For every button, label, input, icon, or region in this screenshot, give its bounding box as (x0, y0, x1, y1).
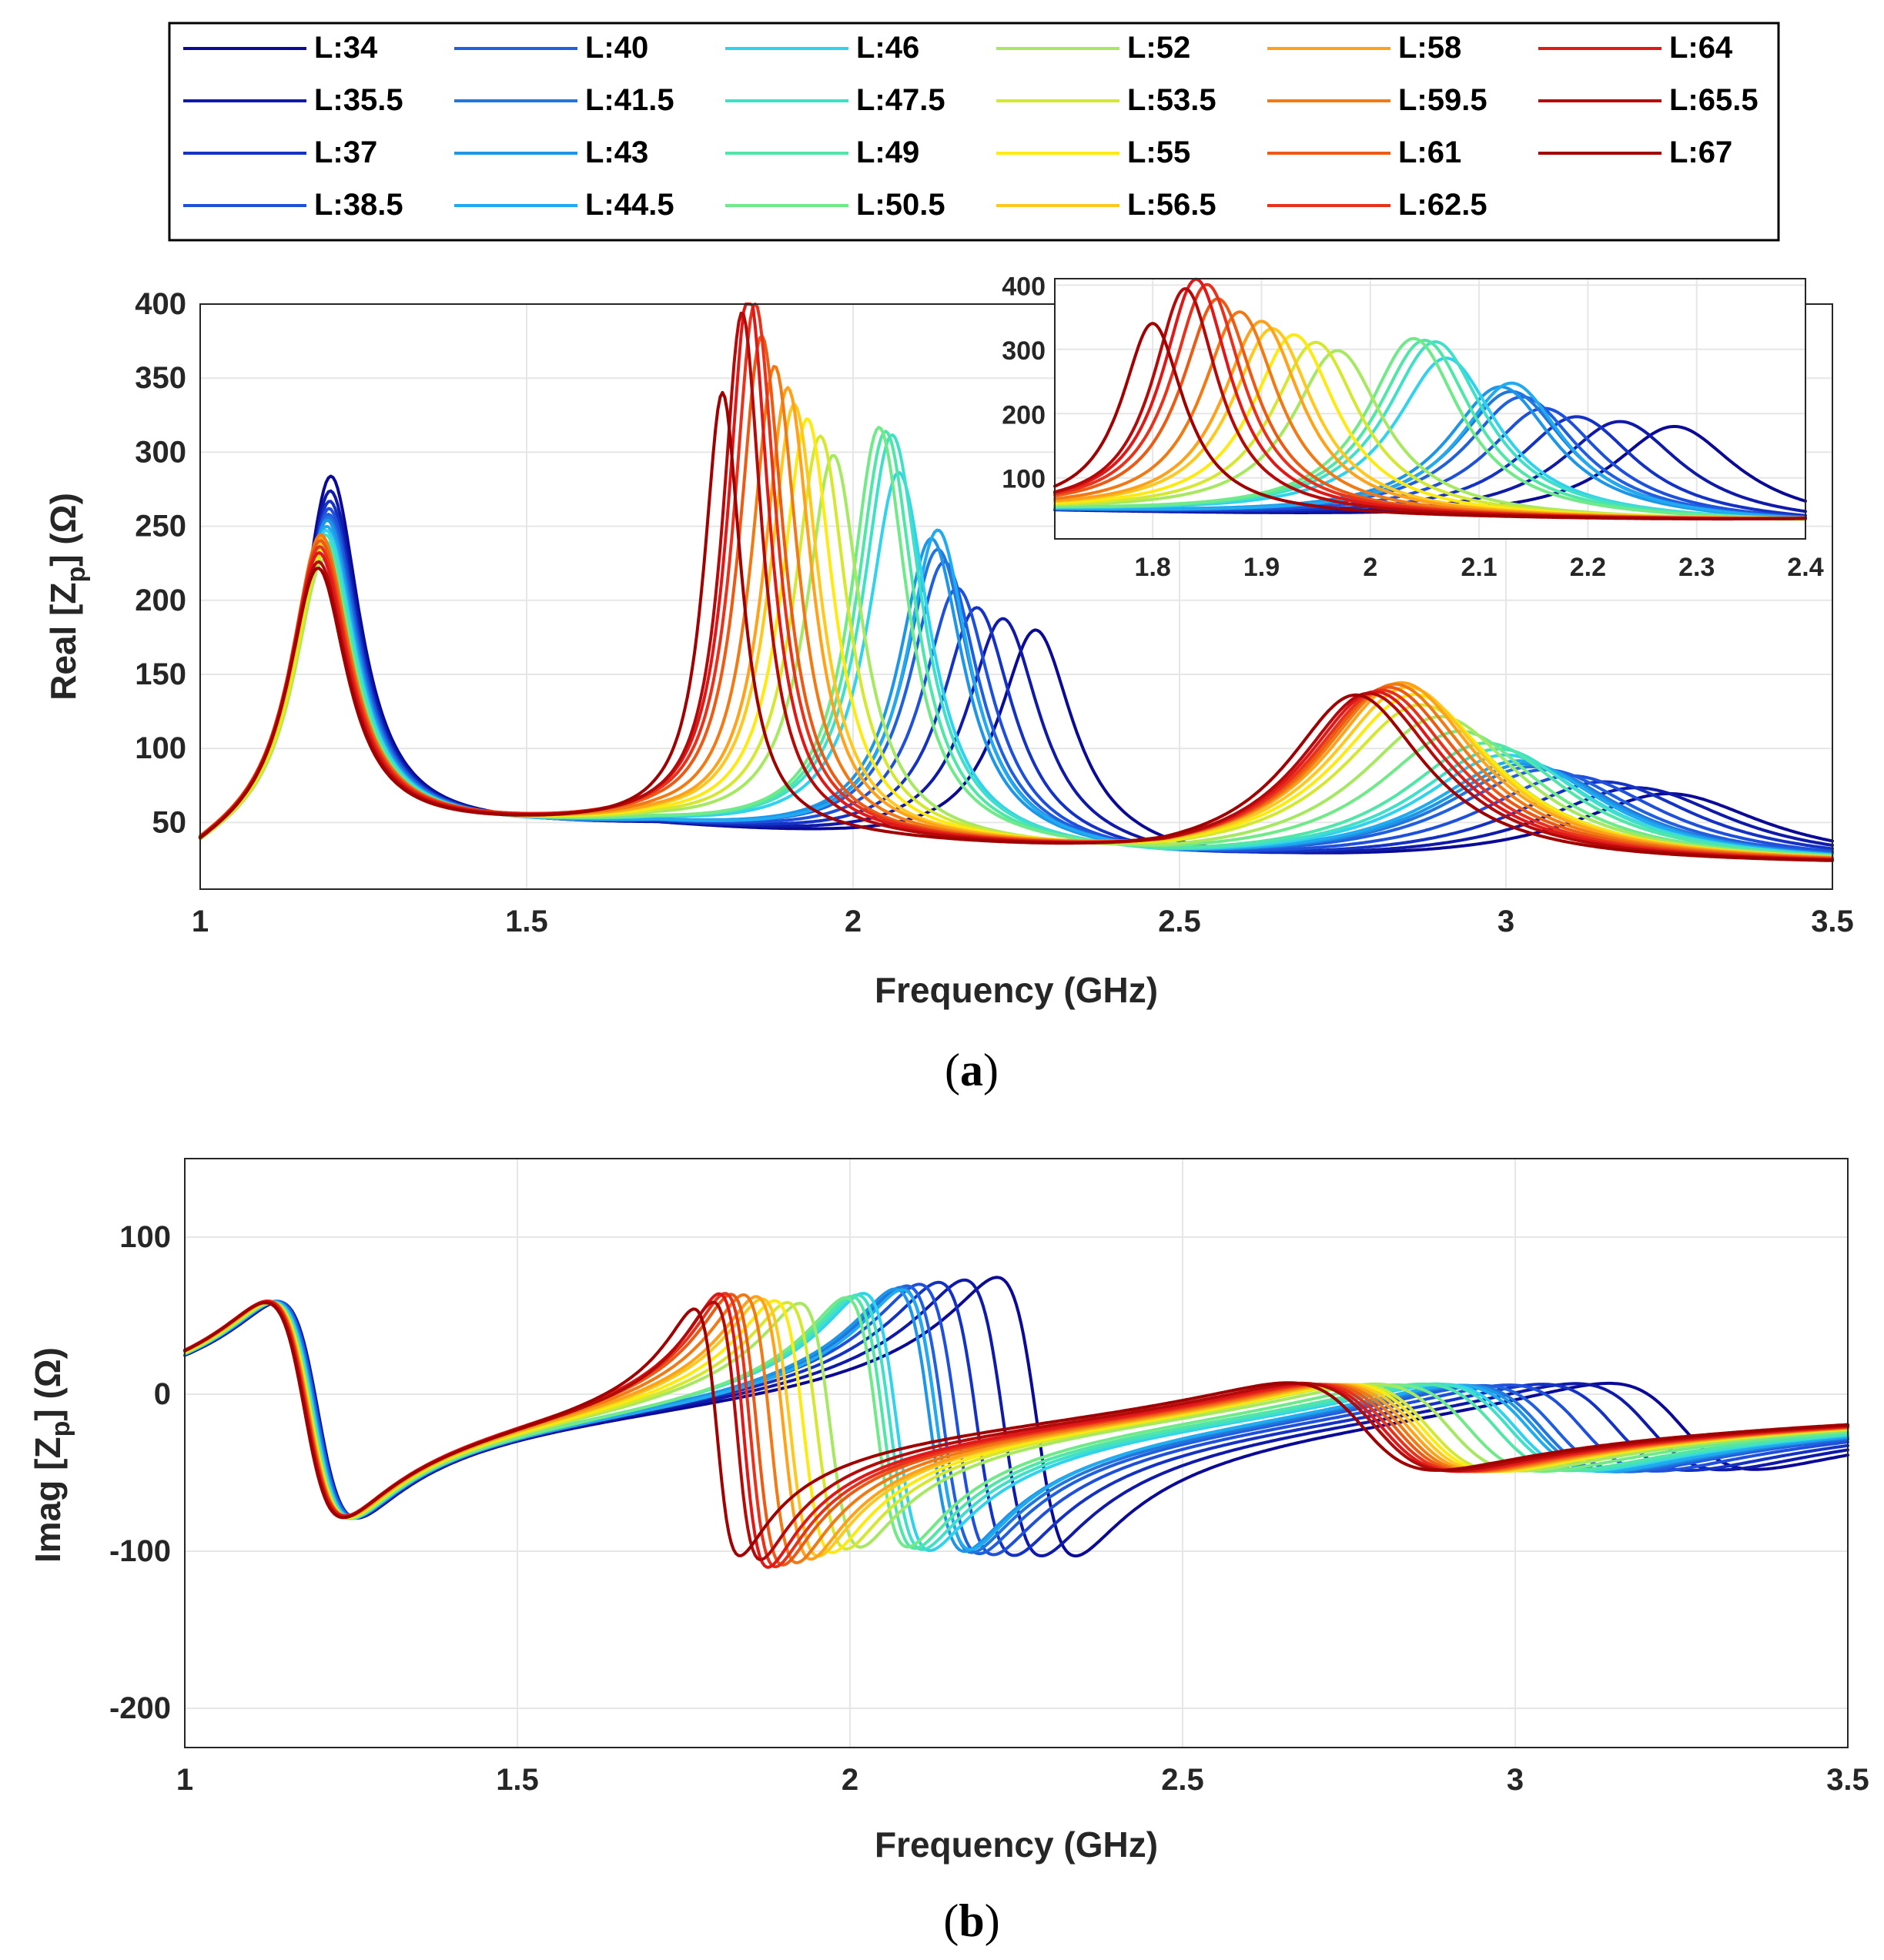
panel-a-real-impedance: 1 1.5 2 2.5 3 3.5 50 100 150 200 250 300 350 400 Freq… (43, 272, 1854, 1095)
panel-a-axes-frame (199, 303, 1833, 890)
legend-label: L:50.5 (856, 188, 945, 222)
panel-a-xtick-label: 3.5 (1811, 905, 1854, 938)
panel-a-xtick-label: 1.5 (505, 905, 548, 938)
inset-series-L:44.5 (1053, 381, 1807, 520)
legend-frame (168, 22, 1780, 242)
panel-b-ytick-label: 0 (154, 1377, 171, 1411)
panel-a-ytick-label: 200 (135, 584, 186, 617)
panel-a-inset: 1.8 1.9 2 2.1 2.2 2.3 2.4 100 200 300 400 (1002, 272, 1823, 582)
panel-b-series-L:38.5 (183, 1283, 1849, 1557)
panel-a-ytick-label: 400 (135, 287, 186, 321)
inset-ytick-label: 100 (1002, 465, 1046, 494)
panel-b-ylabel: Imag [Zp] (Ω) (28, 1347, 75, 1563)
panel-a-series-L:67 (199, 390, 1834, 862)
panel-b-ytick-label: 100 (119, 1220, 171, 1254)
legend-label: L:46 (856, 31, 919, 65)
legend-label: L:56.5 (1127, 188, 1216, 222)
panel-b-tick-labels: 1 1.5 2 2.5 3 3.5 -200 -100 0 100 (109, 1220, 1869, 1797)
panel-a-ytick-label: 250 (135, 510, 186, 544)
panel-b-xlabel: Frequency (GHz) (875, 1825, 1158, 1865)
panel-a-ytick-label: 350 (135, 361, 186, 395)
inset-ytick-label: 400 (1002, 272, 1046, 301)
panel-b-xtick-label: 3 (1507, 1763, 1524, 1797)
panel-b-curves (183, 1276, 1849, 1569)
panel-b-series-L:44.5 (183, 1288, 1849, 1551)
legend-label: L:58 (1398, 31, 1461, 65)
panel-b-xtick-label: 1 (176, 1763, 193, 1797)
inset-series-L:67 (1053, 322, 1807, 521)
legend-label: L:40 (585, 31, 648, 65)
inset-xtick-label: 1.8 (1135, 553, 1171, 582)
panel-a-tick-labels: 1 1.5 2 2.5 3 3.5 50 100 150 200 250 300 350 400 (135, 287, 1854, 938)
legend-items: L:34 L:35.5 L:37 L:38.5 L:40 L:41.5 L:43 L:44.5… (183, 31, 1759, 222)
panel-b-xtick-label: 1.5 (496, 1763, 539, 1797)
legend-label: L:41.5 (585, 83, 674, 117)
legend-label: L:47.5 (856, 83, 945, 117)
inset-xtick-label: 2.4 (1787, 553, 1823, 582)
legend-label: L:55 (1127, 135, 1190, 169)
inset-series-L:50.5 (1053, 336, 1807, 520)
legend-label: L:49 (856, 135, 919, 169)
legend-label: L:43 (585, 135, 648, 169)
inset-ytick-label: 300 (1002, 336, 1046, 366)
legend: L:34 L:35.5 L:37 L:38.5 L:40 L:41.5 L:43 L:44.5… (168, 22, 1780, 242)
panel-b-series-L:40 (183, 1284, 1849, 1556)
legend-label: L:61 (1398, 135, 1461, 169)
panel-a-ytick-label: 100 (135, 731, 186, 765)
inset-tick-labels: 1.8 1.9 2 2.1 2.2 2.3 2.4 100 200 300 400 (1002, 272, 1823, 582)
legend-label: L:34 (314, 31, 378, 65)
panel-a-xtick-label: 2 (845, 905, 862, 938)
panel-a-xtick-label: 1 (192, 905, 209, 938)
legend-label: L:59.5 (1398, 83, 1487, 117)
inset-xtick-label: 2 (1363, 553, 1377, 582)
panel-a-ylabel: Real [Zp] (Ω) (43, 493, 91, 701)
legend-label: L:37 (314, 135, 377, 169)
panel-a-caption: (a) (945, 1045, 999, 1095)
panel-b-series-L:50.5 (183, 1296, 1849, 1549)
inset-xtick-label: 1.9 (1243, 553, 1280, 582)
panel-a-xlabel: Frequency (GHz) (875, 970, 1158, 1010)
inset-xtick-label: 2.2 (1570, 553, 1606, 582)
panel-b-series-L:65.5 (183, 1300, 1849, 1561)
legend-label: L:65.5 (1669, 83, 1759, 117)
panel-a-xtick-label: 2.5 (1158, 905, 1201, 938)
inset-axes-frame (1054, 278, 1806, 540)
panel-b-caption: (b) (943, 1895, 999, 1946)
panel-b-xtick-label: 2 (842, 1763, 858, 1797)
legend-label: L:35.5 (314, 83, 403, 117)
panel-b-axes-frame (184, 1158, 1849, 1748)
inset-curves (1053, 277, 1807, 521)
panel-b-imag-impedance: 1 1.5 2 2.5 3 3.5 -200 -100 0 100 Frequency (GHz)… (28, 1158, 1869, 1946)
inset-xtick-label: 2.1 (1461, 553, 1497, 582)
legend-label: L:53.5 (1127, 83, 1216, 117)
panel-a-ytick-label: 300 (135, 435, 186, 469)
inset-ytick-label: 200 (1002, 400, 1046, 430)
legend-label: L:64 (1669, 31, 1733, 65)
panel-b-series-L:67 (183, 1301, 1849, 1557)
legend-label: L:38.5 (314, 188, 403, 222)
legend-label: L:62.5 (1398, 188, 1487, 222)
panel-a-curves (199, 303, 1834, 862)
panel-a-xtick-label: 3 (1497, 905, 1514, 938)
legend-label: L:52 (1127, 31, 1190, 65)
legend-label: L:67 (1669, 135, 1732, 169)
panel-b-xtick-label: 3.5 (1826, 1763, 1869, 1797)
panel-b-ytick-label: -100 (109, 1534, 171, 1568)
panel-a-ytick-label: 150 (135, 657, 186, 691)
inset-xtick-label: 2.3 (1678, 553, 1715, 582)
panel-a-ytick-label: 50 (152, 805, 187, 839)
panel-b-ytick-label: -200 (109, 1691, 171, 1725)
panel-b-xtick-label: 2.5 (1161, 1763, 1204, 1797)
legend-label: L:44.5 (585, 188, 674, 222)
